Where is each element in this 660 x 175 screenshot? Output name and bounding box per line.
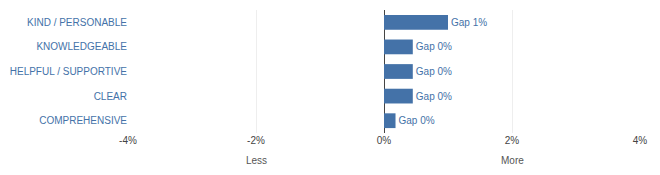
svg-text:0%: 0% [377,135,392,146]
svg-text:Gap 1%: Gap 1% [451,17,487,28]
svg-text:Gap 0%: Gap 0% [416,66,452,77]
svg-text:4%: 4% [633,135,648,146]
svg-text:COMPREHENSIVE: COMPREHENSIVE [39,115,127,126]
svg-text:-2%: -2% [247,135,265,146]
svg-text:-4%: -4% [119,135,137,146]
svg-text:Gap 0%: Gap 0% [416,91,452,102]
svg-text:KNOWLEDGEABLE: KNOWLEDGEABLE [36,41,127,52]
svg-text:More: More [501,155,524,166]
svg-text:Gap 0%: Gap 0% [416,41,452,52]
svg-text:Less: Less [246,155,267,166]
svg-text:CLEAR: CLEAR [94,91,127,102]
svg-text:KIND / PERSONABLE: KIND / PERSONABLE [27,17,127,28]
svg-text:HELPFUL / SUPPORTIVE: HELPFUL / SUPPORTIVE [10,66,128,77]
svg-text:Gap 0%: Gap 0% [399,115,435,126]
svg-text:2%: 2% [505,135,520,146]
